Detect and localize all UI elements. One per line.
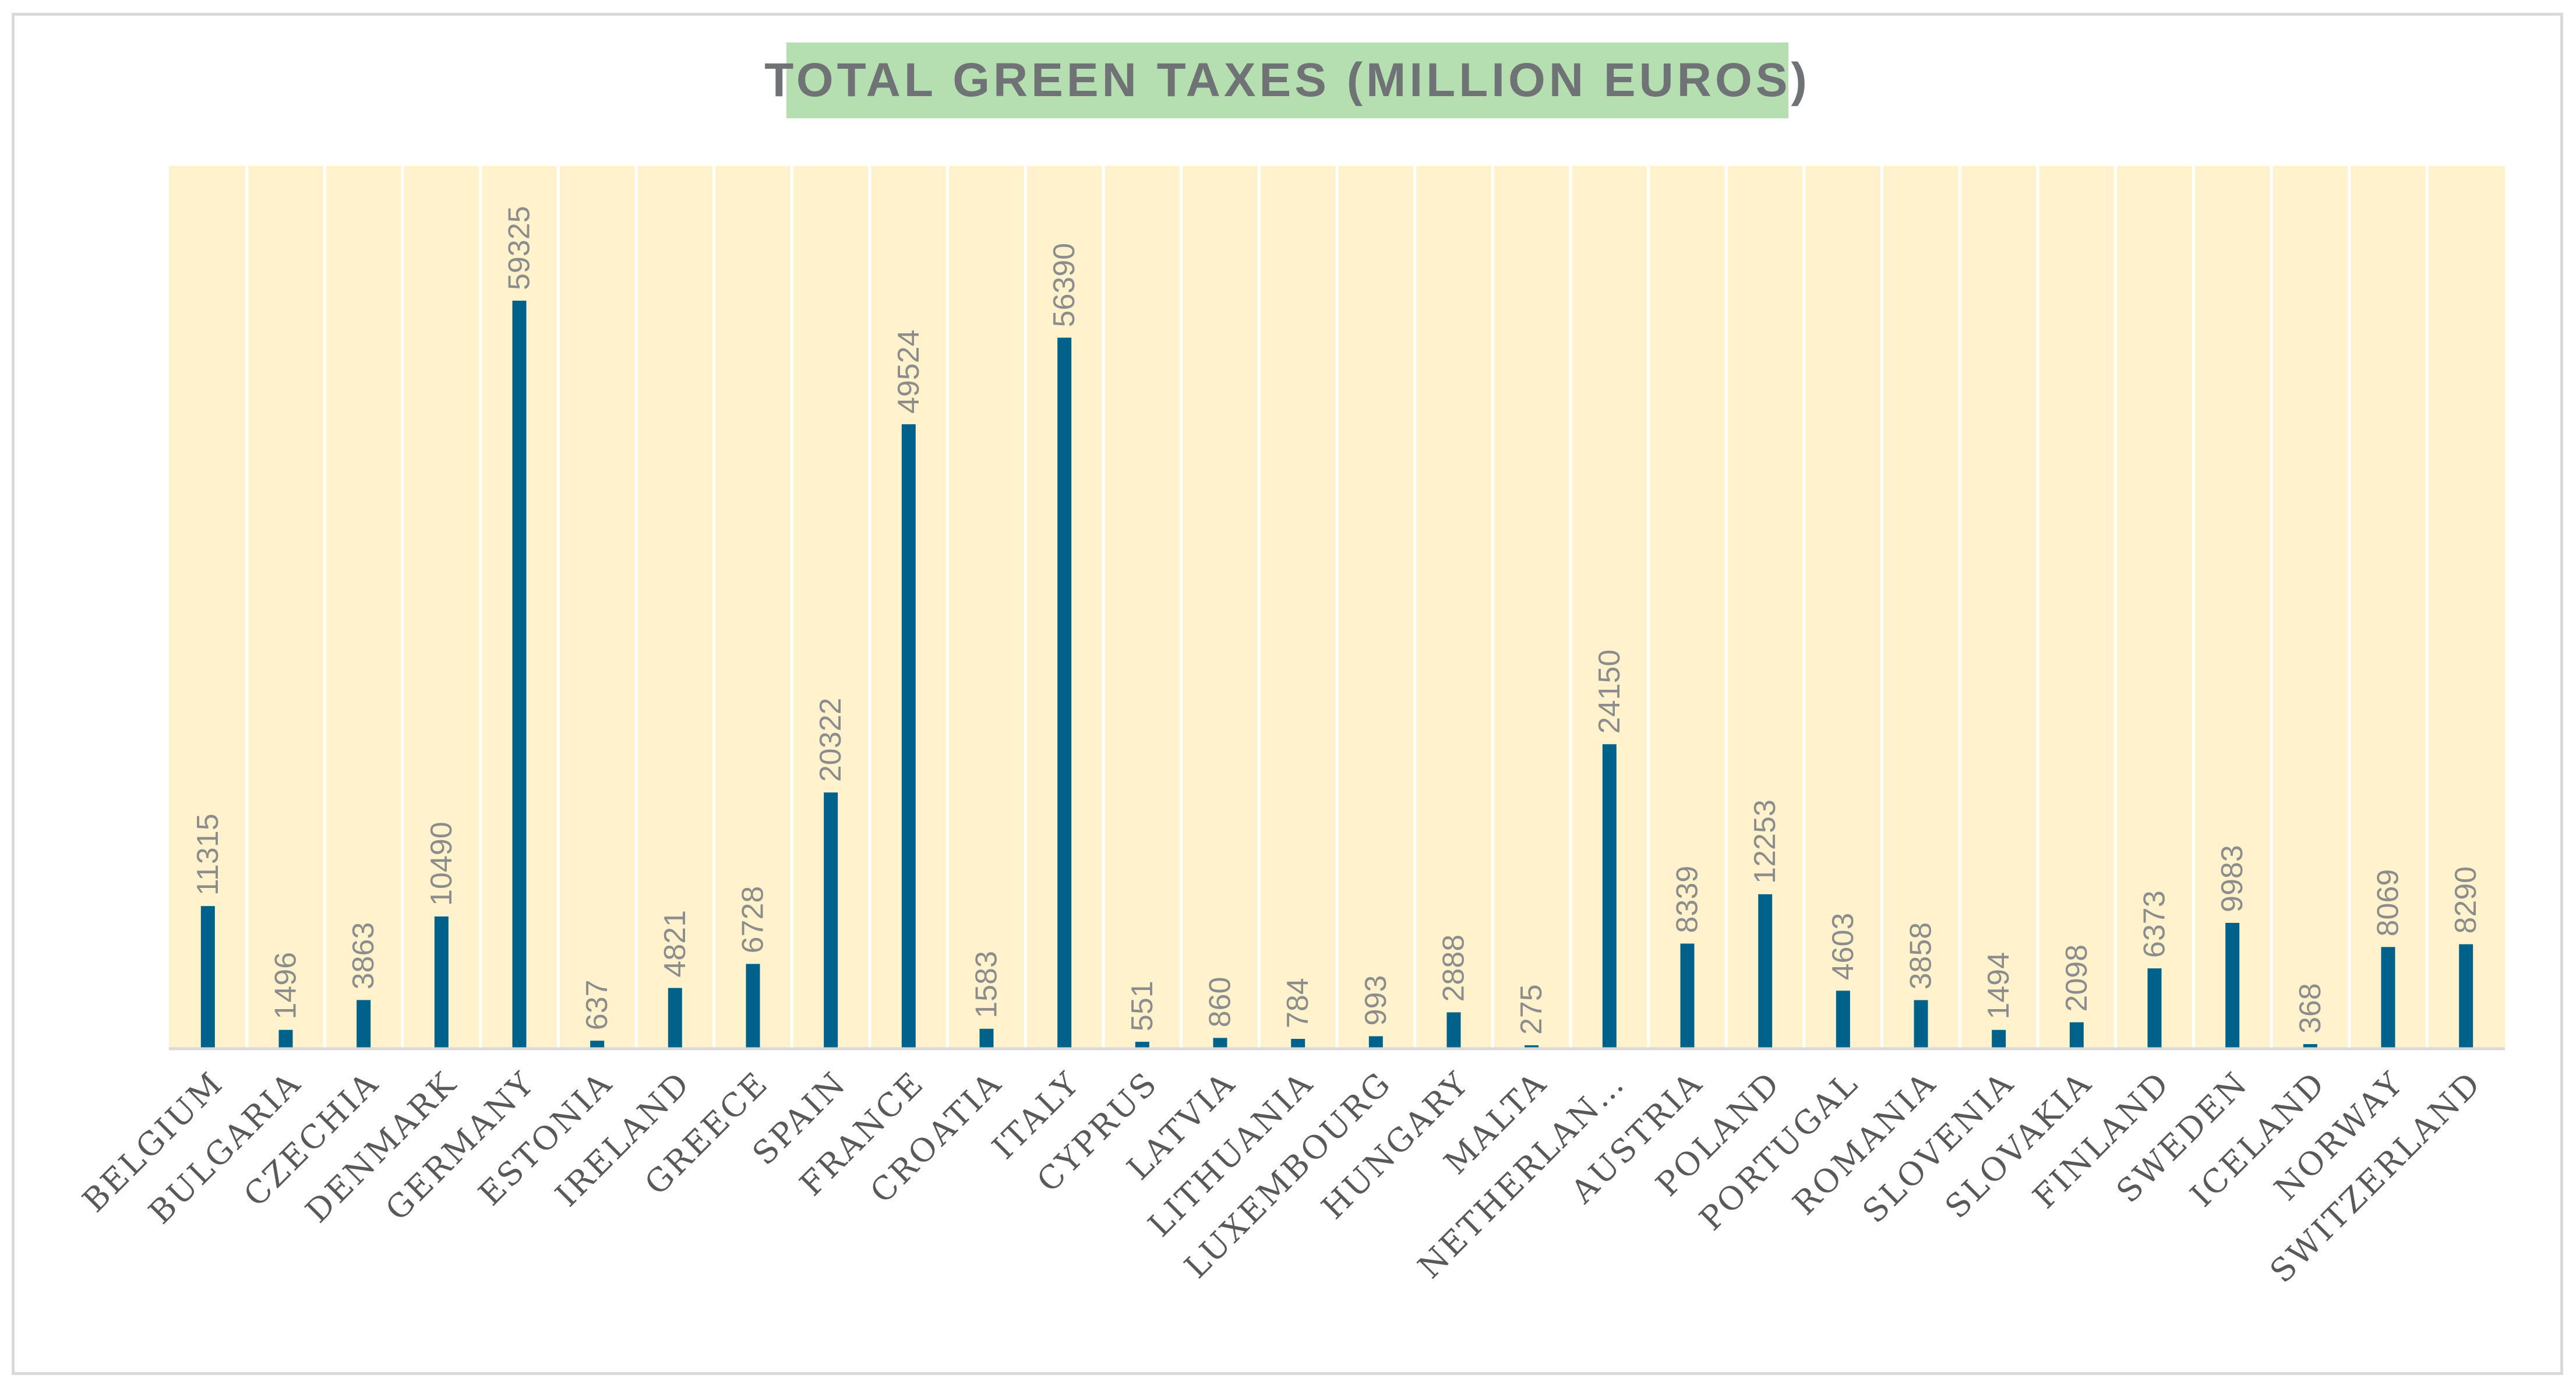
bar-hungary xyxy=(1446,1012,1461,1049)
column-dividers xyxy=(245,166,2429,1049)
bar-belgium xyxy=(200,906,215,1049)
bar-series xyxy=(200,301,2473,1049)
bar-spain xyxy=(824,792,838,1049)
chart-title-box: TOTAL GREEN TAXES (MILLION EUROS) xyxy=(764,43,1807,118)
bar-austria xyxy=(1680,943,1695,1049)
bar-croatia xyxy=(979,1028,994,1049)
value-label: 1583 xyxy=(970,951,1004,1018)
value-label: 551 xyxy=(1125,981,1159,1031)
bar-greece xyxy=(746,964,760,1049)
value-label: 24150 xyxy=(1593,650,1626,734)
bar-romania xyxy=(1914,1000,1928,1049)
bar-czechia xyxy=(357,1000,371,1049)
value-label: 49524 xyxy=(892,330,926,414)
value-labels: 11315 1496 3863 10490 59325 637 4821 6728 20322 4… xyxy=(191,206,2483,1035)
value-label: 6373 xyxy=(2138,890,2172,958)
bar-france xyxy=(901,424,916,1049)
category-labels: BELGIUMBULGARIACZECHIADENMARKGERMANYESTO… xyxy=(75,1064,2489,1290)
value-label: 8339 xyxy=(1671,866,1705,933)
bar-luxembourg xyxy=(1368,1036,1383,1049)
chart-title: TOTAL GREEN TAXES (MILLION EUROS) xyxy=(764,54,1811,107)
bar-latvia xyxy=(1213,1038,1227,1049)
bar-ireland xyxy=(668,988,682,1049)
bar-malta xyxy=(1525,1045,1539,1049)
bar-denmark xyxy=(434,916,449,1049)
value-label: 1496 xyxy=(269,952,303,1020)
bar-slovakia xyxy=(2069,1022,2084,1049)
bar-bulgaria xyxy=(278,1030,293,1049)
value-label: 8290 xyxy=(2449,866,2483,934)
value-label: 9983 xyxy=(2215,845,2249,912)
bar-estonia xyxy=(590,1041,605,1049)
bar-finland xyxy=(2147,968,2162,1049)
value-label: 275 xyxy=(1515,984,1548,1035)
value-label: 2098 xyxy=(2060,944,2094,1012)
value-label: 11315 xyxy=(191,813,225,896)
value-label: 2888 xyxy=(1437,935,1471,1002)
value-label: 6728 xyxy=(736,886,770,954)
value-label: 637 xyxy=(580,979,614,1030)
bar-switzerland xyxy=(2459,944,2473,1049)
bar-portugal xyxy=(1836,990,1850,1049)
value-label: 993 xyxy=(1359,975,1393,1026)
value-label: 8069 xyxy=(2372,869,2405,937)
bar-norway xyxy=(2381,947,2395,1049)
bar-lithuania xyxy=(1291,1039,1305,1049)
bar-iceland xyxy=(2303,1044,2317,1049)
value-label: 12253 xyxy=(1748,799,1782,884)
value-label: 59325 xyxy=(503,206,537,290)
bar-germany xyxy=(512,301,527,1049)
value-label: 4603 xyxy=(1826,913,1860,981)
bar-netherlan xyxy=(1602,744,1617,1049)
value-label: 784 xyxy=(1281,978,1315,1028)
bar-sweden xyxy=(2225,922,2240,1049)
bar-italy xyxy=(1057,337,1072,1049)
value-label: 368 xyxy=(2293,983,2327,1034)
value-label: 20322 xyxy=(814,698,848,782)
value-label: 3863 xyxy=(347,922,380,990)
bar-slovenia xyxy=(1992,1030,2006,1049)
value-label: 56390 xyxy=(1047,243,1081,327)
bar-poland xyxy=(1758,894,1773,1049)
value-label: 10490 xyxy=(425,822,458,906)
value-label: 860 xyxy=(1204,977,1237,1028)
value-label: 4821 xyxy=(658,910,692,978)
value-label: 1494 xyxy=(1982,952,2016,1020)
value-label: 3858 xyxy=(1904,922,1938,990)
bar-cyprus xyxy=(1135,1042,1149,1049)
